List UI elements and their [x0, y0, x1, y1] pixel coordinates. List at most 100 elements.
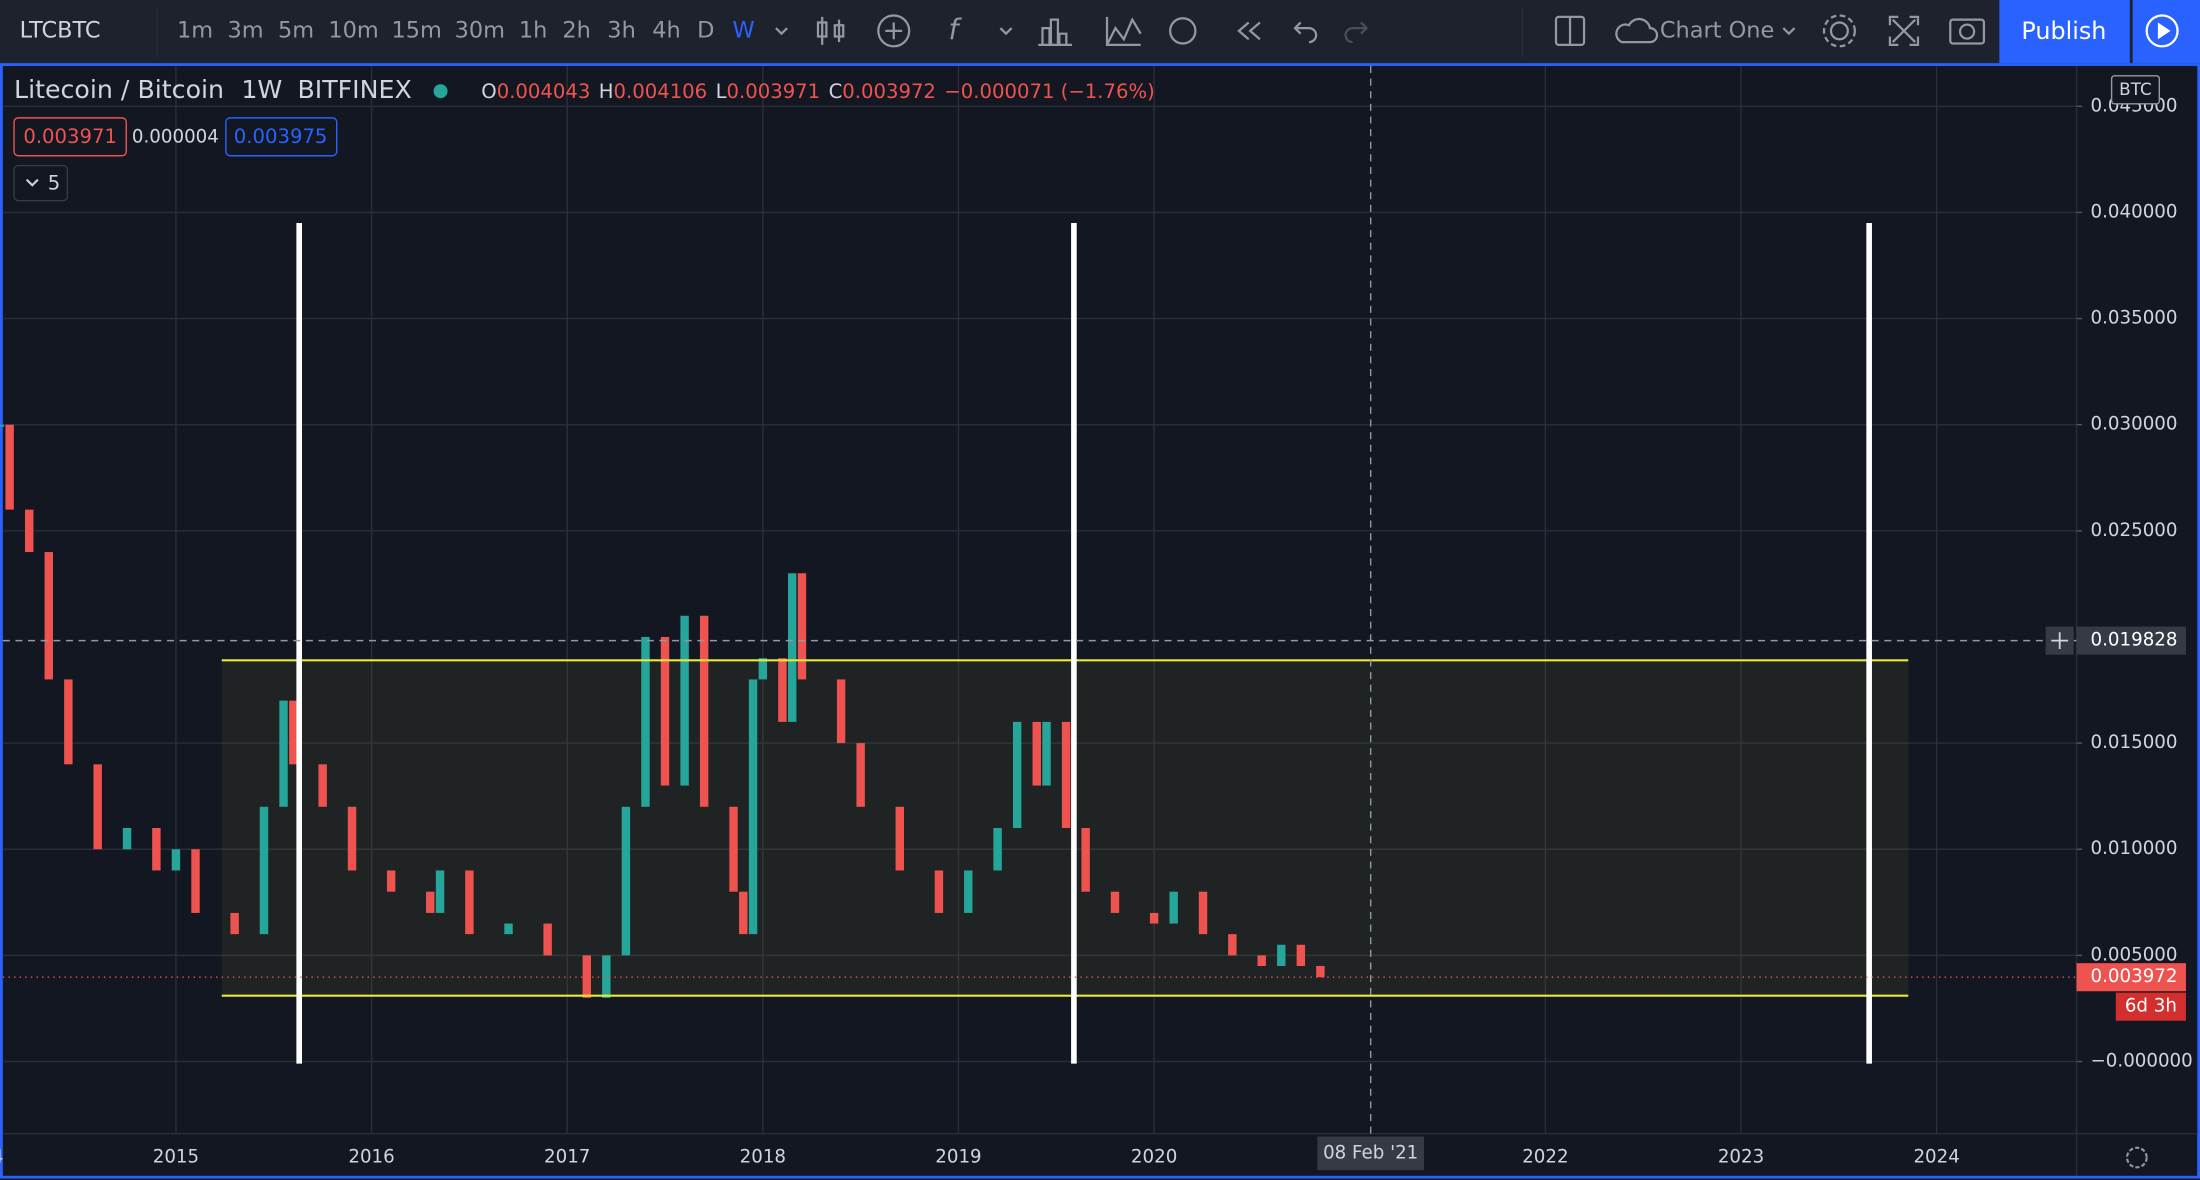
last-price-label: 0.003972 [2091, 966, 2178, 987]
candle [1110, 891, 1120, 913]
y-tick-label: 0.015000 [2091, 732, 2178, 753]
candle [787, 573, 797, 722]
candle [122, 828, 132, 850]
candle [259, 806, 269, 935]
chevron[interactable] [775, 27, 788, 36]
templates-icon[interactable] [1105, 16, 1142, 47]
snapshot-icon[interactable] [1949, 18, 1986, 45]
ohlc-key: O [481, 80, 496, 103]
candle [758, 658, 768, 680]
publish-button[interactable] [1999, 0, 2130, 64]
candle [386, 870, 396, 892]
play-triangle [2157, 22, 2171, 40]
financials-icon[interactable] [1038, 18, 1072, 47]
x-tick-label: 2018 [740, 1147, 786, 1168]
x-tick-label: 2015 [153, 1147, 199, 1168]
ohlc-key: L [716, 80, 727, 103]
countdown: 6d 3h [2125, 996, 2177, 1017]
candle [797, 573, 807, 680]
interval-button[interactable]: 30m [455, 17, 505, 43]
interval-button[interactable]: 5m [278, 17, 314, 43]
ask: 0.003975 [234, 125, 328, 148]
candle [1228, 934, 1237, 956]
plot: 0.0450000.0400000.0350000.0300000.025000… [0, 65, 2198, 1176]
candle [748, 679, 758, 935]
price-axis-bg [2076, 65, 2198, 1134]
y-tick-label: 0.040000 [2091, 201, 2178, 222]
crosshair-y-label: 0.019828 [2091, 630, 2178, 651]
candle [152, 828, 161, 871]
currency: BTC [2119, 79, 2152, 99]
bid-box[interactable] [13, 117, 127, 157]
legend-interval: 1W [241, 75, 282, 104]
y-tick-label: −0.000000 [2091, 1051, 2193, 1072]
replay-icon[interactable] [1237, 21, 1261, 41]
x-tick-label: 2022 [1522, 1147, 1568, 1168]
chevron[interactable] [999, 27, 1013, 36]
chart-frame [0, 63, 2200, 1179]
candle [0, 424, 5, 427]
interval-button[interactable]: 4h [652, 17, 681, 43]
x-tick-label: 2024 [1913, 1147, 1959, 1168]
candle [895, 806, 904, 871]
x-tick-label: 2020 [1131, 1147, 1177, 1168]
ask-box[interactable] [225, 117, 338, 157]
cloud-icon[interactable] [1615, 18, 1659, 44]
bid: 0.003971 [23, 125, 117, 148]
snapshot-lens [1958, 23, 1976, 40]
fullscreen-icon[interactable] [1888, 15, 1920, 47]
compare-icon[interactable] [877, 14, 911, 48]
candle [543, 923, 552, 956]
interval-button[interactable]: 3m [227, 17, 263, 43]
symbol[interactable]: LTCBTC [20, 17, 101, 43]
interval-button[interactable]: 1m [177, 17, 213, 43]
layout-name[interactable]: Chart One [1660, 17, 1774, 43]
interval-button[interactable]: 1h [519, 17, 547, 43]
chevron[interactable] [1782, 27, 1796, 36]
indicators-count: 5 [48, 171, 61, 194]
redo-icon[interactable] [1344, 21, 1369, 44]
settings-icon[interactable] [1829, 21, 1849, 41]
candle [699, 615, 709, 807]
ohlc-value: 0.004106 [614, 80, 708, 103]
candle [993, 828, 1002, 871]
interval-button[interactable]: W [733, 17, 755, 43]
chevron [25, 178, 39, 187]
candle [1149, 912, 1159, 924]
x-tick-label: 2016 [348, 1147, 394, 1168]
candle [171, 849, 181, 871]
interval-button[interactable]: 15m [391, 17, 441, 43]
crosshair-y-tag [2076, 626, 2186, 655]
candle [426, 891, 435, 913]
candle [602, 955, 611, 998]
crosshair-x-label: 08 Feb '21 [1323, 1142, 1418, 1163]
candle [44, 552, 53, 680]
x-tick-label: 2014 [0, 1147, 3, 1168]
candle [621, 806, 631, 956]
interval-button[interactable]: D [697, 17, 714, 43]
crosshair-x-tag [1317, 1136, 1424, 1171]
countdown-tag [2115, 992, 2186, 1021]
undo-icon[interactable] [1293, 21, 1318, 44]
plus [2051, 632, 2069, 650]
candle [641, 636, 650, 807]
candle [1061, 721, 1071, 829]
indicators-toggle[interactable] [13, 164, 69, 202]
candle [934, 870, 944, 913]
chart-type-icon[interactable] [816, 16, 845, 45]
candle [856, 743, 865, 807]
publish-label: Publish [2021, 17, 2106, 45]
candle [435, 870, 445, 913]
spread: 0.000004 [132, 127, 219, 148]
interval-button[interactable]: 2h [562, 17, 591, 43]
market-status-dot [433, 84, 448, 99]
y-tick-label: 0.005000 [2091, 944, 2178, 965]
alert-icon[interactable] [1169, 17, 1197, 45]
interval-button[interactable]: 3h [607, 17, 636, 43]
candle [729, 806, 738, 892]
interval-button[interactable]: 10m [328, 17, 378, 43]
x-tick-label: 2023 [1718, 1147, 1764, 1168]
candle [1012, 721, 1022, 829]
candle [504, 923, 513, 935]
